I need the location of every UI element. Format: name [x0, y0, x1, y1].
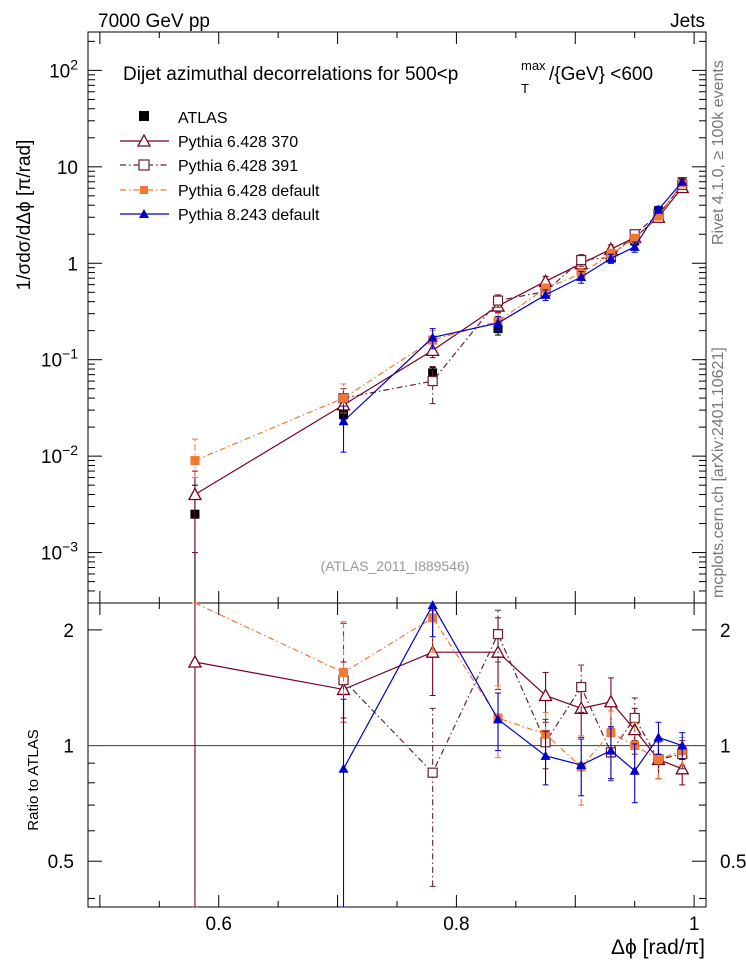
ratio-point	[629, 712, 640, 724]
main-y-tick-label: 102	[49, 56, 78, 82]
x-tick-label: 0.6	[206, 914, 232, 935]
legend-marker-pythia6-default	[140, 186, 148, 194]
main-point	[576, 254, 587, 266]
main-point	[677, 176, 688, 186]
ratio-series-line-2	[194, 602, 683, 768]
x-axis-label: Δϕ [rad/π]	[611, 936, 705, 959]
main-title-subscript: T	[521, 81, 529, 96]
main-point	[190, 456, 200, 466]
legend-label-pythia6-370: Pythia 6.428 370	[178, 134, 298, 151]
legend-label-pythia8-default: Pythia 8.243 default	[178, 207, 320, 224]
main-point	[492, 295, 504, 306]
ratio-point	[538, 688, 553, 702]
main-y-tick-label: 10	[57, 158, 78, 179]
ratio-series-0	[187, 602, 690, 908]
category-label: Jets	[670, 11, 705, 32]
ratio-point	[338, 763, 349, 773]
main-y-tick-label: 1	[67, 254, 78, 275]
ratio-series-3	[338, 600, 688, 908]
main-series-0	[190, 177, 687, 603]
main-y-axis-label: 1/σdσ/dΔϕ [π/rad]	[14, 140, 35, 291]
main-series-line-3	[194, 182, 683, 462]
main-point	[541, 283, 551, 293]
ratio-point	[187, 654, 203, 668]
ratio-y-tick-label-right: 1	[720, 737, 731, 758]
main-point	[629, 241, 640, 251]
ratio-point	[427, 600, 438, 610]
legend-entry-pythia6-default: Pythia 6.428 default	[120, 183, 320, 200]
main-series-line-1	[194, 187, 683, 496]
x-tick-label: 1	[689, 914, 700, 935]
ratio-point	[605, 745, 616, 755]
ratio-y-tick-label-right: 2	[720, 621, 731, 642]
ratio-point	[492, 629, 504, 640]
mcplots-label: mcplots.cern.ch [arXiv:2401.10621]	[710, 347, 727, 598]
ratio-y-tick-label-right: 0.5	[720, 852, 746, 873]
ratio-point	[653, 732, 664, 742]
main-series-4	[338, 176, 688, 453]
main-point	[339, 393, 349, 403]
ratio-series-layer	[187, 600, 690, 908]
main-y-tick-label: 10−1	[41, 346, 78, 372]
main-title-text: Dijet azimuthal decorrelations for 500<p	[123, 64, 458, 85]
legend-label-atlas: ATLAS	[178, 110, 228, 127]
main-point	[653, 204, 664, 214]
ratio-point	[603, 694, 619, 708]
ratio-y-tick-label: 0.5	[48, 852, 74, 873]
main-y-tick-label: 10−3	[41, 539, 78, 565]
main-title-superscript: max	[521, 58, 546, 73]
main-point	[427, 332, 438, 342]
ratio-y-axis-label: Ratio to ATLAS	[25, 729, 42, 830]
ratio-series-line-1	[343, 632, 683, 774]
legend-entry-pythia6-370: Pythia 6.428 370	[120, 133, 298, 151]
main-y-tick-label: 10−2	[41, 442, 78, 468]
main-title: Dijet azimuthal decorrelations for 500<p	[123, 64, 458, 85]
main-title-tail: /{GeV} <600	[549, 64, 653, 85]
legend-marker-atlas	[139, 111, 149, 121]
analysis-watermark: (ATLAS_2011_I889546)	[321, 558, 470, 574]
energy-label: 7000 GeV pp	[98, 11, 210, 32]
ratio-point	[339, 667, 349, 677]
main-point	[576, 272, 587, 282]
ratio-point	[629, 765, 640, 775]
main-point	[338, 416, 349, 426]
ratio-point	[653, 754, 663, 764]
main-series-line-4	[343, 181, 683, 422]
legend-marker-pythia6-370	[136, 133, 152, 147]
legend: ATLAS Pythia 6.428 370 Pythia 6.428 391 …	[120, 110, 320, 224]
ratio-point	[677, 740, 688, 750]
ratio-point	[427, 767, 438, 778]
main-point	[653, 211, 663, 221]
legend-marker-pythia8-default	[139, 209, 149, 218]
rivet-version-label: Rivet 4.1.0, ≥ 100k events	[710, 60, 727, 245]
legend-label-pythia6-391: Pythia 6.428 391	[178, 158, 298, 175]
ratio-point	[576, 681, 587, 693]
main-point	[605, 253, 616, 263]
ratio-series-line-0	[194, 651, 683, 770]
legend-entry-pythia8-default: Pythia 8.243 default	[120, 207, 320, 224]
main-axes: 102 10 1 10−1 10−2 10−3	[41, 32, 706, 604]
ratio-axes: 0.6 0.8 1 0.5 0.5 1 1 2 2	[48, 603, 746, 935]
main-point	[427, 375, 438, 387]
main-point	[187, 487, 203, 501]
main-point	[540, 289, 551, 299]
ratio-point	[493, 714, 504, 724]
legend-label-pythia6-default: Pythia 6.428 default	[178, 183, 320, 200]
legend-marker-pythia6-391	[138, 159, 150, 171]
ratio-y-tick-label: 2	[63, 621, 74, 642]
ratio-point	[540, 750, 551, 760]
main-point	[493, 318, 504, 328]
main-point	[425, 342, 440, 356]
main-series-1	[187, 180, 690, 554]
ratio-point	[576, 760, 587, 770]
main-point	[630, 234, 640, 244]
legend-entry-pythia6-391: Pythia 6.428 391	[120, 158, 298, 175]
main-series-line-2	[343, 184, 683, 399]
x-tick-label: 0.8	[443, 914, 469, 935]
legend-entry-atlas: ATLAS	[139, 110, 228, 127]
main-series-layer	[187, 176, 690, 603]
ratio-y-tick-label: 1	[63, 737, 74, 758]
